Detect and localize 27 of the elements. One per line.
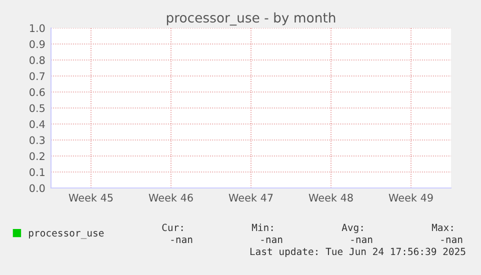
y-tick-label: 1.0 bbox=[30, 24, 45, 32]
x-tick-label: Week 48 bbox=[308, 194, 353, 202]
y-tick-label: 0.9 bbox=[30, 40, 45, 48]
y-tick-label: 0.5 bbox=[30, 104, 45, 112]
text: -nan bbox=[351, 238, 372, 244]
y-tick-label: 0.7 bbox=[30, 72, 45, 80]
y-tick-label: 0.2 bbox=[30, 152, 44, 160]
y-tick-label: 0.6 bbox=[30, 88, 45, 96]
y-tick-label: 0.1 bbox=[30, 168, 44, 176]
chart-title: processor_use - by month bbox=[166, 12, 336, 26]
text: Avg: bbox=[342, 224, 363, 234]
legend-label: processor_use bbox=[29, 231, 104, 239]
text: Cur: bbox=[162, 224, 183, 232]
text: -nan bbox=[171, 238, 192, 244]
x-tick-label: Week 45 bbox=[68, 194, 113, 202]
x-tick-label: Week 46 bbox=[148, 194, 193, 202]
text: -nan bbox=[261, 238, 282, 244]
text: Last update: Tue Jun 24 17:56:39 2025 bbox=[250, 248, 466, 258]
y-tick-label: 0.3 bbox=[30, 136, 45, 144]
x-tick-label: Week 49 bbox=[388, 194, 433, 202]
text: Max: bbox=[432, 224, 453, 232]
text: Min: bbox=[252, 224, 273, 231]
y-tick-label: 0.0 bbox=[30, 184, 45, 192]
y-tick-label: 0.8 bbox=[30, 56, 45, 64]
x-tick-label: Week 47 bbox=[228, 194, 273, 202]
text: -nan bbox=[441, 238, 462, 244]
y-tick-label: 0.4 bbox=[30, 120, 45, 128]
